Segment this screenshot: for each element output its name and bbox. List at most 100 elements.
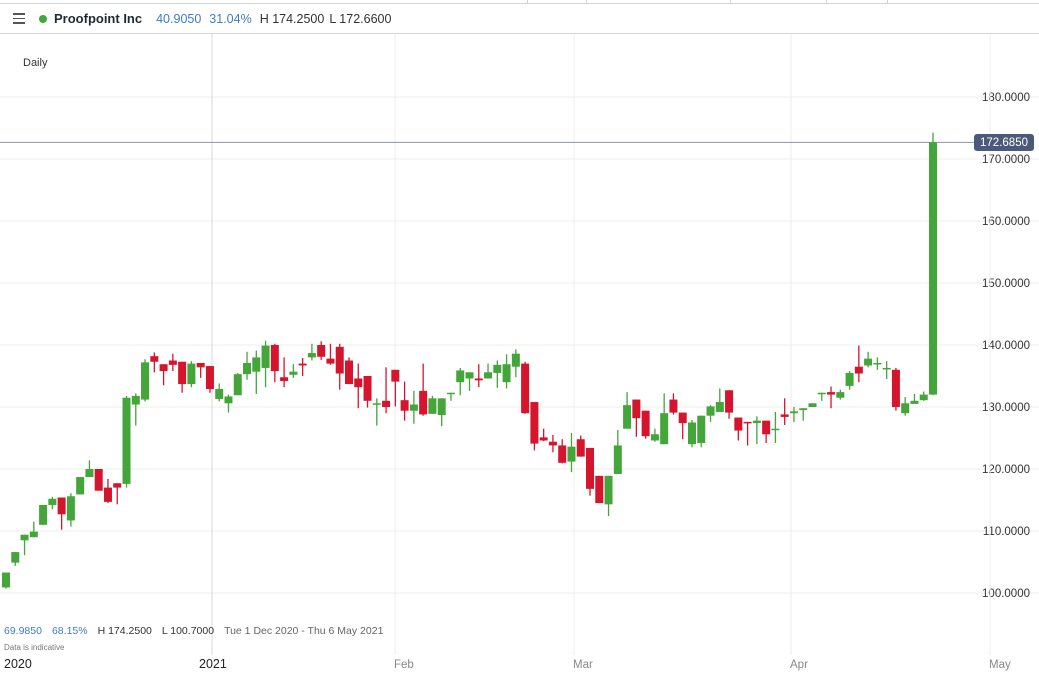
candle-down: [94, 469, 103, 491]
candle-down: [586, 447, 595, 489]
candle-up: [20, 534, 29, 541]
y-axis-label: 150.0000: [982, 278, 1030, 290]
candle-down: [159, 364, 168, 372]
candle-down: [743, 421, 752, 424]
candle-up: [131, 395, 140, 405]
candle-up: [141, 362, 150, 400]
candle-down: [363, 376, 372, 401]
candle-up: [715, 402, 724, 412]
y-axis-label: 100.0000: [982, 588, 1030, 600]
candle-down: [400, 400, 409, 411]
candle-down: [270, 345, 279, 372]
candle-up: [428, 398, 437, 414]
candle-up: [456, 370, 465, 383]
candle-down: [595, 475, 604, 504]
x-axis-label: 2021: [199, 657, 227, 671]
candle-down: [530, 402, 539, 444]
candle-down: [576, 439, 585, 457]
strip-divider: [826, 0, 827, 3]
candle-down: [780, 414, 789, 417]
candle-down: [854, 366, 863, 374]
candle-down: [382, 400, 391, 407]
candle-down: [669, 399, 678, 413]
candle-up: [687, 422, 696, 445]
candle-up: [484, 372, 493, 379]
candle-up: [372, 403, 381, 405]
instrument-name: Proofpoint Inc: [54, 11, 143, 26]
candle-down: [344, 360, 353, 385]
hamburger-menu-icon[interactable]: [13, 13, 25, 24]
candle-up: [289, 371, 298, 375]
candle-up: [929, 142, 937, 395]
candle-down: [178, 361, 187, 385]
header-high: H 174.2500: [259, 11, 325, 26]
candle-down: [678, 412, 687, 424]
candle-up: [771, 428, 780, 431]
candle-up: [706, 406, 715, 416]
y-axis-label: 110.0000: [983, 526, 1030, 538]
candle-up: [613, 445, 622, 474]
candle-up: [66, 496, 75, 521]
x-axis-label: May: [989, 659, 1011, 671]
candle-up: [76, 477, 85, 495]
x-axis-label: Apr: [790, 659, 808, 671]
x-axis-label: Feb: [394, 659, 414, 671]
x-axis-label: Mar: [573, 659, 593, 671]
candle-down: [827, 392, 836, 395]
candle-down: [419, 390, 428, 415]
y-axis-label: 170.0000: [982, 154, 1030, 166]
candle-down: [734, 417, 743, 431]
candle-down: [298, 363, 307, 366]
candle-down: [891, 369, 900, 407]
candle-up: [882, 367, 891, 370]
top-strip: [0, 0, 1039, 4]
candle-up: [901, 403, 910, 414]
candle-up: [864, 358, 873, 366]
strip-divider: [527, 0, 528, 3]
candle-down: [280, 377, 289, 381]
candle-up: [919, 394, 928, 401]
data-disclaimer: Data is indicative: [4, 643, 65, 652]
candle-down: [317, 345, 326, 357]
candle-up: [567, 446, 576, 462]
header-change: 40.9050: [156, 11, 202, 26]
range-low: L 100.7000: [161, 625, 215, 637]
candle-up: [187, 363, 196, 385]
candle-up: [409, 404, 418, 411]
candle-down: [641, 410, 650, 437]
y-axis-label: 120.0000: [982, 464, 1030, 476]
candle-up: [836, 392, 845, 398]
candle-up: [493, 364, 502, 373]
candle-down: [548, 441, 557, 446]
date-range: Tue 1 Dec 2020 - Thu 6 May 2021: [224, 625, 384, 637]
candle-up: [224, 396, 233, 404]
candle-up: [2, 572, 10, 588]
candle-up: [465, 372, 474, 379]
candle-down: [168, 360, 177, 365]
candle-up: [650, 434, 659, 441]
candle-down: [632, 399, 641, 419]
y-axis-label: 140.0000: [982, 340, 1030, 352]
candle-down: [474, 378, 483, 381]
candle-down: [103, 487, 112, 502]
candle-up: [845, 372, 854, 386]
candle-up: [604, 475, 613, 505]
candle-up: [29, 531, 38, 538]
candle-down: [150, 356, 159, 362]
strip-divider: [887, 0, 888, 3]
candle-up: [623, 405, 632, 429]
candle-down: [335, 346, 344, 374]
y-axis-label: 130.0000: [982, 402, 1030, 414]
candle-up: [808, 403, 817, 407]
header-low: L 172.6600: [329, 11, 392, 26]
candle-down: [354, 378, 363, 388]
instrument-header: Proofpoint Inc 40.9050 31.04% H 174.2500…: [0, 4, 1039, 34]
y-axis-label: 180.0000: [982, 92, 1030, 104]
range-stats: 69.9850 68.15% H 174.2500 L 100.7000 Tue…: [4, 625, 383, 637]
candle-up: [307, 353, 316, 358]
timeframe-label: Daily: [23, 57, 48, 69]
candle-up: [261, 345, 270, 368]
candle-down: [391, 369, 400, 382]
candle-up: [122, 397, 131, 484]
